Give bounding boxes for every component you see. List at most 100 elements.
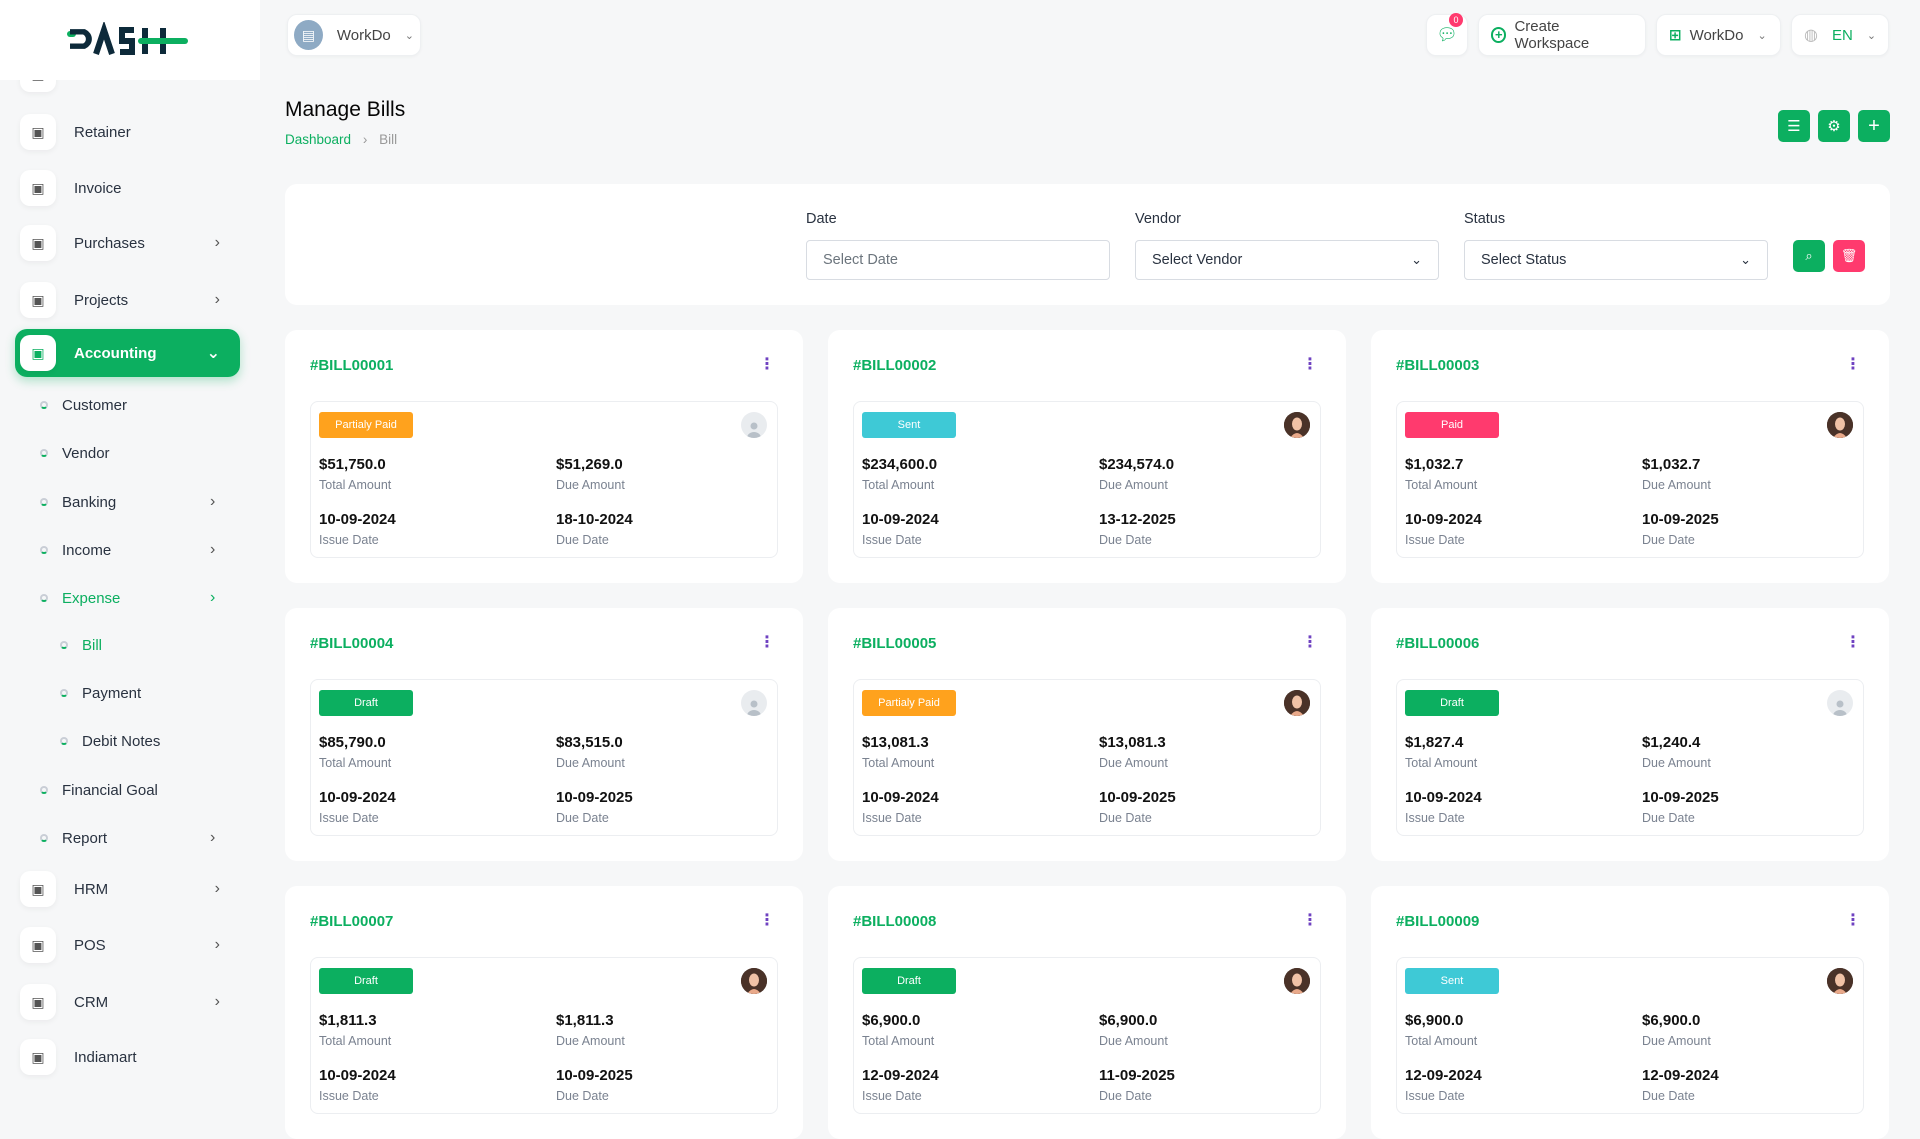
total-amount-label: Total Amount — [862, 1034, 935, 1048]
due-amount-label: Due Amount — [1642, 1034, 1711, 1048]
chevron-down-icon: ⌄ — [1866, 29, 1877, 42]
sidebar-subitem-report[interactable]: Report › — [40, 823, 215, 853]
bill-details: Paid $1,032.7 Total Amount $1,032.7 Due … — [1396, 401, 1864, 558]
due-date-value: 11-09-2025 — [1099, 1067, 1175, 1084]
more-options-icon[interactable]: ⋮ — [759, 634, 775, 651]
total-amount-value: $13,081.3 — [862, 734, 929, 751]
bill-id-link[interactable]: #BILL00004 — [310, 635, 394, 652]
sidebar-item-purchases[interactable]: ▣ Purchases › — [15, 219, 240, 267]
list-icon: ☰ — [1787, 118, 1801, 135]
bill-id-link[interactable]: #BILL00001 — [310, 357, 394, 374]
bullet-icon — [40, 594, 48, 602]
settings-button[interactable]: ⚙ — [1818, 110, 1850, 142]
more-options-icon[interactable]: ⋮ — [1845, 634, 1861, 651]
sidebar-item-invoice[interactable]: ▣ Invoice — [15, 164, 240, 212]
chevron-right-icon: › — [210, 541, 216, 558]
sidebar-item-pos[interactable]: ▣ POS › — [15, 921, 240, 969]
status-badge: Partialy Paid — [319, 412, 413, 438]
vendor-select[interactable]: Select Vendor ⌄ — [1135, 240, 1439, 280]
create-workspace-button[interactable]: + Create Workspace — [1478, 14, 1646, 56]
dash-logo[interactable] — [62, 22, 192, 58]
search-button[interactable]: ⌕ — [1793, 240, 1825, 272]
issue-date-value: 10-09-2024 — [862, 789, 939, 806]
sidebar-item-indiamart[interactable]: ▣ Indiamart — [15, 1033, 240, 1080]
add-bill-button[interactable]: + — [1858, 110, 1890, 142]
sidebar-subitem-banking[interactable]: Banking › — [40, 487, 215, 517]
status-select[interactable]: Select Status ⌄ — [1464, 240, 1768, 280]
issue-date-label: Issue Date — [862, 1089, 922, 1103]
logo-area — [0, 0, 260, 80]
company-dropdown[interactable]: ⊞ WorkDo ⌄ — [1656, 14, 1781, 56]
sidebar-subitem-bill[interactable]: Bill — [60, 630, 102, 660]
more-options-icon[interactable]: ⋮ — [1845, 356, 1861, 373]
bill-card: #BILL00001 ⋮ Partialy Paid $51,750.0 Tot… — [285, 330, 803, 583]
bill-id-link[interactable]: #BILL00009 — [1396, 913, 1480, 930]
sidebar-subitem-payment[interactable]: Payment — [60, 678, 141, 708]
vendor-avatar — [1827, 412, 1853, 438]
projects-icon: ▣ — [20, 282, 56, 318]
sidebar-subitem-debit-notes[interactable]: Debit Notes — [60, 726, 160, 756]
sidebar-item-label: Projects — [74, 291, 129, 309]
sidebar-item-crm[interactable]: ▣ CRM › — [15, 978, 240, 1026]
date-placeholder: Select Date — [823, 252, 898, 268]
list-view-button[interactable]: ☰ — [1778, 110, 1810, 142]
chat-icon: 💬︎ — [1436, 25, 1458, 44]
sidebar-item-label: Invoice — [74, 179, 122, 197]
sidebar-item-label: Indiamart — [74, 1048, 137, 1066]
bill-id-link[interactable]: #BILL00007 — [310, 913, 394, 930]
more-options-icon[interactable]: ⋮ — [1302, 912, 1318, 929]
chevron-right-icon: › — [214, 993, 220, 1010]
sidebar-subitem-customer[interactable]: Customer — [40, 390, 127, 420]
due-amount-value: $51,269.0 — [556, 456, 623, 473]
bill-id-link[interactable]: #BILL00006 — [1396, 635, 1480, 652]
bullet-icon — [40, 449, 48, 457]
sidebar-subitem-label: Bill — [82, 636, 103, 654]
status-badge: Sent — [862, 412, 956, 438]
workspace-avatar-icon: ▤ — [294, 20, 323, 50]
bullet-icon — [40, 401, 48, 409]
bill-id-link[interactable]: #BILL00002 — [853, 357, 937, 374]
chevron-down-icon: ⌄ — [1740, 252, 1751, 267]
sidebar-item-label: CRM — [74, 993, 109, 1011]
sidebar-subitem-expense[interactable]: Expense › — [40, 583, 215, 613]
sidebar-subitem-income[interactable]: Income › — [40, 535, 215, 565]
language-dropdown[interactable]: ◍ EN ⌄ — [1791, 14, 1889, 56]
issue-date-label: Issue Date — [1405, 1089, 1465, 1103]
more-options-icon[interactable]: ⋮ — [759, 912, 775, 929]
sidebar-subitem-vendor[interactable]: Vendor — [40, 438, 110, 468]
issue-date-value: 10-09-2024 — [319, 1067, 396, 1084]
more-options-icon[interactable]: ⋮ — [1302, 356, 1318, 373]
bill-details: Draft $85,790.0 Total Amount $83,515.0 D… — [310, 679, 778, 836]
workspace-dropdown[interactable]: ▤ WorkDo ⌄ — [287, 14, 421, 56]
issue-date-value: 10-09-2024 — [319, 511, 396, 528]
bill-id-link[interactable]: #BILL00003 — [1396, 357, 1480, 374]
chevron-right-icon: › — [210, 829, 216, 846]
more-options-icon[interactable]: ⋮ — [759, 356, 775, 373]
clear-filter-button[interactable]: 🗑︎ — [1833, 240, 1865, 272]
sidebar-item-hrm[interactable]: ▣ HRM › — [15, 865, 240, 913]
bullet-icon — [40, 546, 48, 554]
bill-id-link[interactable]: #BILL00005 — [853, 635, 937, 652]
status-badge: Paid — [1405, 412, 1499, 438]
breadcrumb-dashboard[interactable]: Dashboard — [285, 132, 352, 147]
sidebar-item-label: POS — [74, 936, 106, 954]
create-workspace-label: Create Workspace — [1514, 18, 1590, 52]
sidebar-item-projects[interactable]: ▣ Projects › — [15, 276, 240, 324]
bill-card: #BILL00005 ⋮ Partialy Paid $13,081.3 Tot… — [828, 608, 1346, 861]
due-date-label: Due Date — [556, 533, 609, 547]
total-amount-label: Total Amount — [1405, 478, 1478, 492]
chevron-right-icon: › — [214, 291, 220, 308]
more-options-icon[interactable]: ⋮ — [1845, 912, 1861, 929]
sidebar-item-retainer[interactable]: ▣ Retainer — [15, 108, 240, 156]
sidebar-subitem-financial-goal[interactable]: Financial Goal — [40, 775, 158, 805]
more-options-icon[interactable]: ⋮ — [1302, 634, 1318, 651]
chevron-right-icon: › — [214, 936, 220, 953]
messages-button[interactable]: 💬︎ 0 — [1426, 13, 1468, 56]
due-date-value: 10-09-2025 — [556, 1067, 633, 1084]
bill-id-link[interactable]: #BILL00008 — [853, 913, 937, 930]
date-input[interactable]: Select Date — [806, 240, 1110, 280]
due-date-label: Due Date — [1642, 533, 1695, 547]
language-code: EN — [1831, 26, 1853, 44]
sidebar-item-accounting[interactable]: ▣ Accounting ⌄ — [15, 329, 240, 377]
company-name: WorkDo — [1689, 26, 1744, 44]
